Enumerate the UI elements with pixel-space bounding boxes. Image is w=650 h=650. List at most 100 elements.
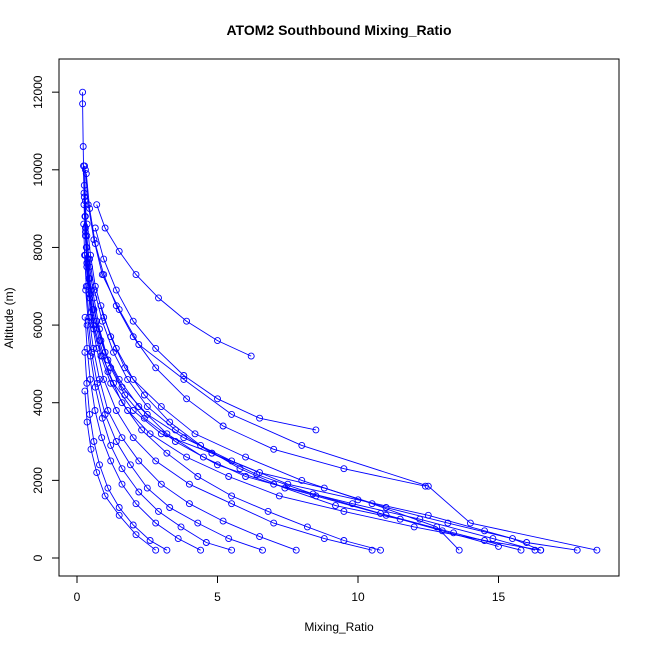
series-line: [84, 317, 201, 551]
data-point: [197, 441, 205, 449]
data-point: [174, 535, 182, 543]
data-point: [593, 546, 601, 554]
data-point: [135, 488, 143, 496]
data-point: [191, 430, 199, 438]
data-point: [124, 375, 132, 383]
data-point: [225, 473, 233, 480]
y-tick-label: 2000: [31, 467, 45, 494]
data-point: [93, 201, 101, 209]
data-point: [424, 511, 432, 519]
data-point: [83, 220, 91, 228]
data-point: [253, 471, 261, 478]
data-point: [247, 352, 255, 360]
series-4: [81, 166, 601, 554]
data-point: [82, 282, 90, 290]
plot-frame: [58, 58, 620, 577]
data-point: [509, 535, 516, 543]
data-point: [87, 445, 95, 453]
y-tick-label: 12000: [31, 75, 45, 109]
data-point: [138, 426, 146, 434]
data-point: [157, 480, 165, 488]
data-point: [107, 457, 115, 465]
data-point: [96, 461, 103, 469]
data-point: [83, 321, 91, 329]
series-3: [80, 181, 539, 554]
data-point: [183, 317, 191, 325]
data-point: [132, 500, 140, 508]
data-point: [80, 201, 88, 209]
data-point: [118, 465, 126, 473]
x-tick-label: 0: [74, 590, 81, 604]
data-point: [91, 240, 99, 248]
data-point: [270, 519, 278, 527]
data-point: [132, 531, 140, 539]
data-point: [171, 426, 179, 434]
data-point: [79, 100, 87, 108]
data-point: [93, 379, 101, 387]
y-tick-label: 0: [31, 554, 45, 561]
data-point: [466, 519, 474, 527]
data-point: [126, 461, 134, 469]
data-point: [96, 337, 103, 345]
data-point: [146, 537, 154, 544]
data-point: [91, 407, 99, 414]
data-point: [79, 143, 87, 150]
data-point: [79, 88, 87, 96]
series-6: [80, 201, 545, 554]
data-point: [348, 500, 356, 508]
data-point: [152, 364, 160, 372]
data-point: [163, 430, 171, 438]
data-point: [180, 372, 188, 379]
data-point: [135, 457, 143, 465]
data-point: [112, 407, 120, 414]
data-point: [83, 344, 91, 352]
data-point: [537, 546, 545, 554]
series-19: [97, 302, 404, 523]
series-12: [81, 313, 205, 554]
data-point: [152, 546, 160, 554]
data-point: [185, 480, 193, 488]
data-point: [98, 414, 106, 422]
data-point: [194, 519, 202, 527]
series-line: [83, 224, 297, 551]
data-point: [84, 201, 92, 209]
data-point: [368, 546, 376, 554]
data-point: [118, 434, 126, 442]
data-point: [523, 539, 531, 546]
data-point: [115, 375, 123, 383]
series-line: [100, 305, 401, 520]
x-tick-label: 15: [492, 590, 506, 604]
data-point: [312, 426, 320, 434]
data-point: [80, 220, 88, 228]
data-point: [481, 537, 488, 544]
data-point: [270, 445, 278, 453]
data-point: [320, 535, 328, 543]
data-point: [143, 403, 151, 411]
series-line: [83, 165, 499, 547]
y-tick-label: 10000: [31, 153, 45, 187]
data-point: [124, 407, 132, 414]
series-line: [83, 185, 536, 551]
data-point: [303, 523, 311, 531]
x-tick-label: 10: [351, 590, 365, 604]
series-line: [84, 352, 168, 551]
data-point: [340, 507, 348, 515]
data-point: [455, 546, 463, 554]
data-point: [82, 170, 90, 178]
data-point: [152, 457, 160, 465]
series-line: [86, 325, 232, 551]
data-point: [155, 294, 162, 302]
data-point: [86, 255, 94, 263]
series-line: [84, 216, 381, 551]
data-point: [107, 441, 115, 449]
data-point: [259, 546, 266, 554]
data-point: [104, 484, 112, 492]
series-line: [84, 255, 373, 551]
series-line: [89, 259, 522, 551]
data-point: [135, 403, 143, 411]
data-point: [421, 482, 429, 490]
data-point: [416, 515, 424, 523]
data-point: [219, 517, 227, 525]
data-point: [185, 500, 193, 508]
